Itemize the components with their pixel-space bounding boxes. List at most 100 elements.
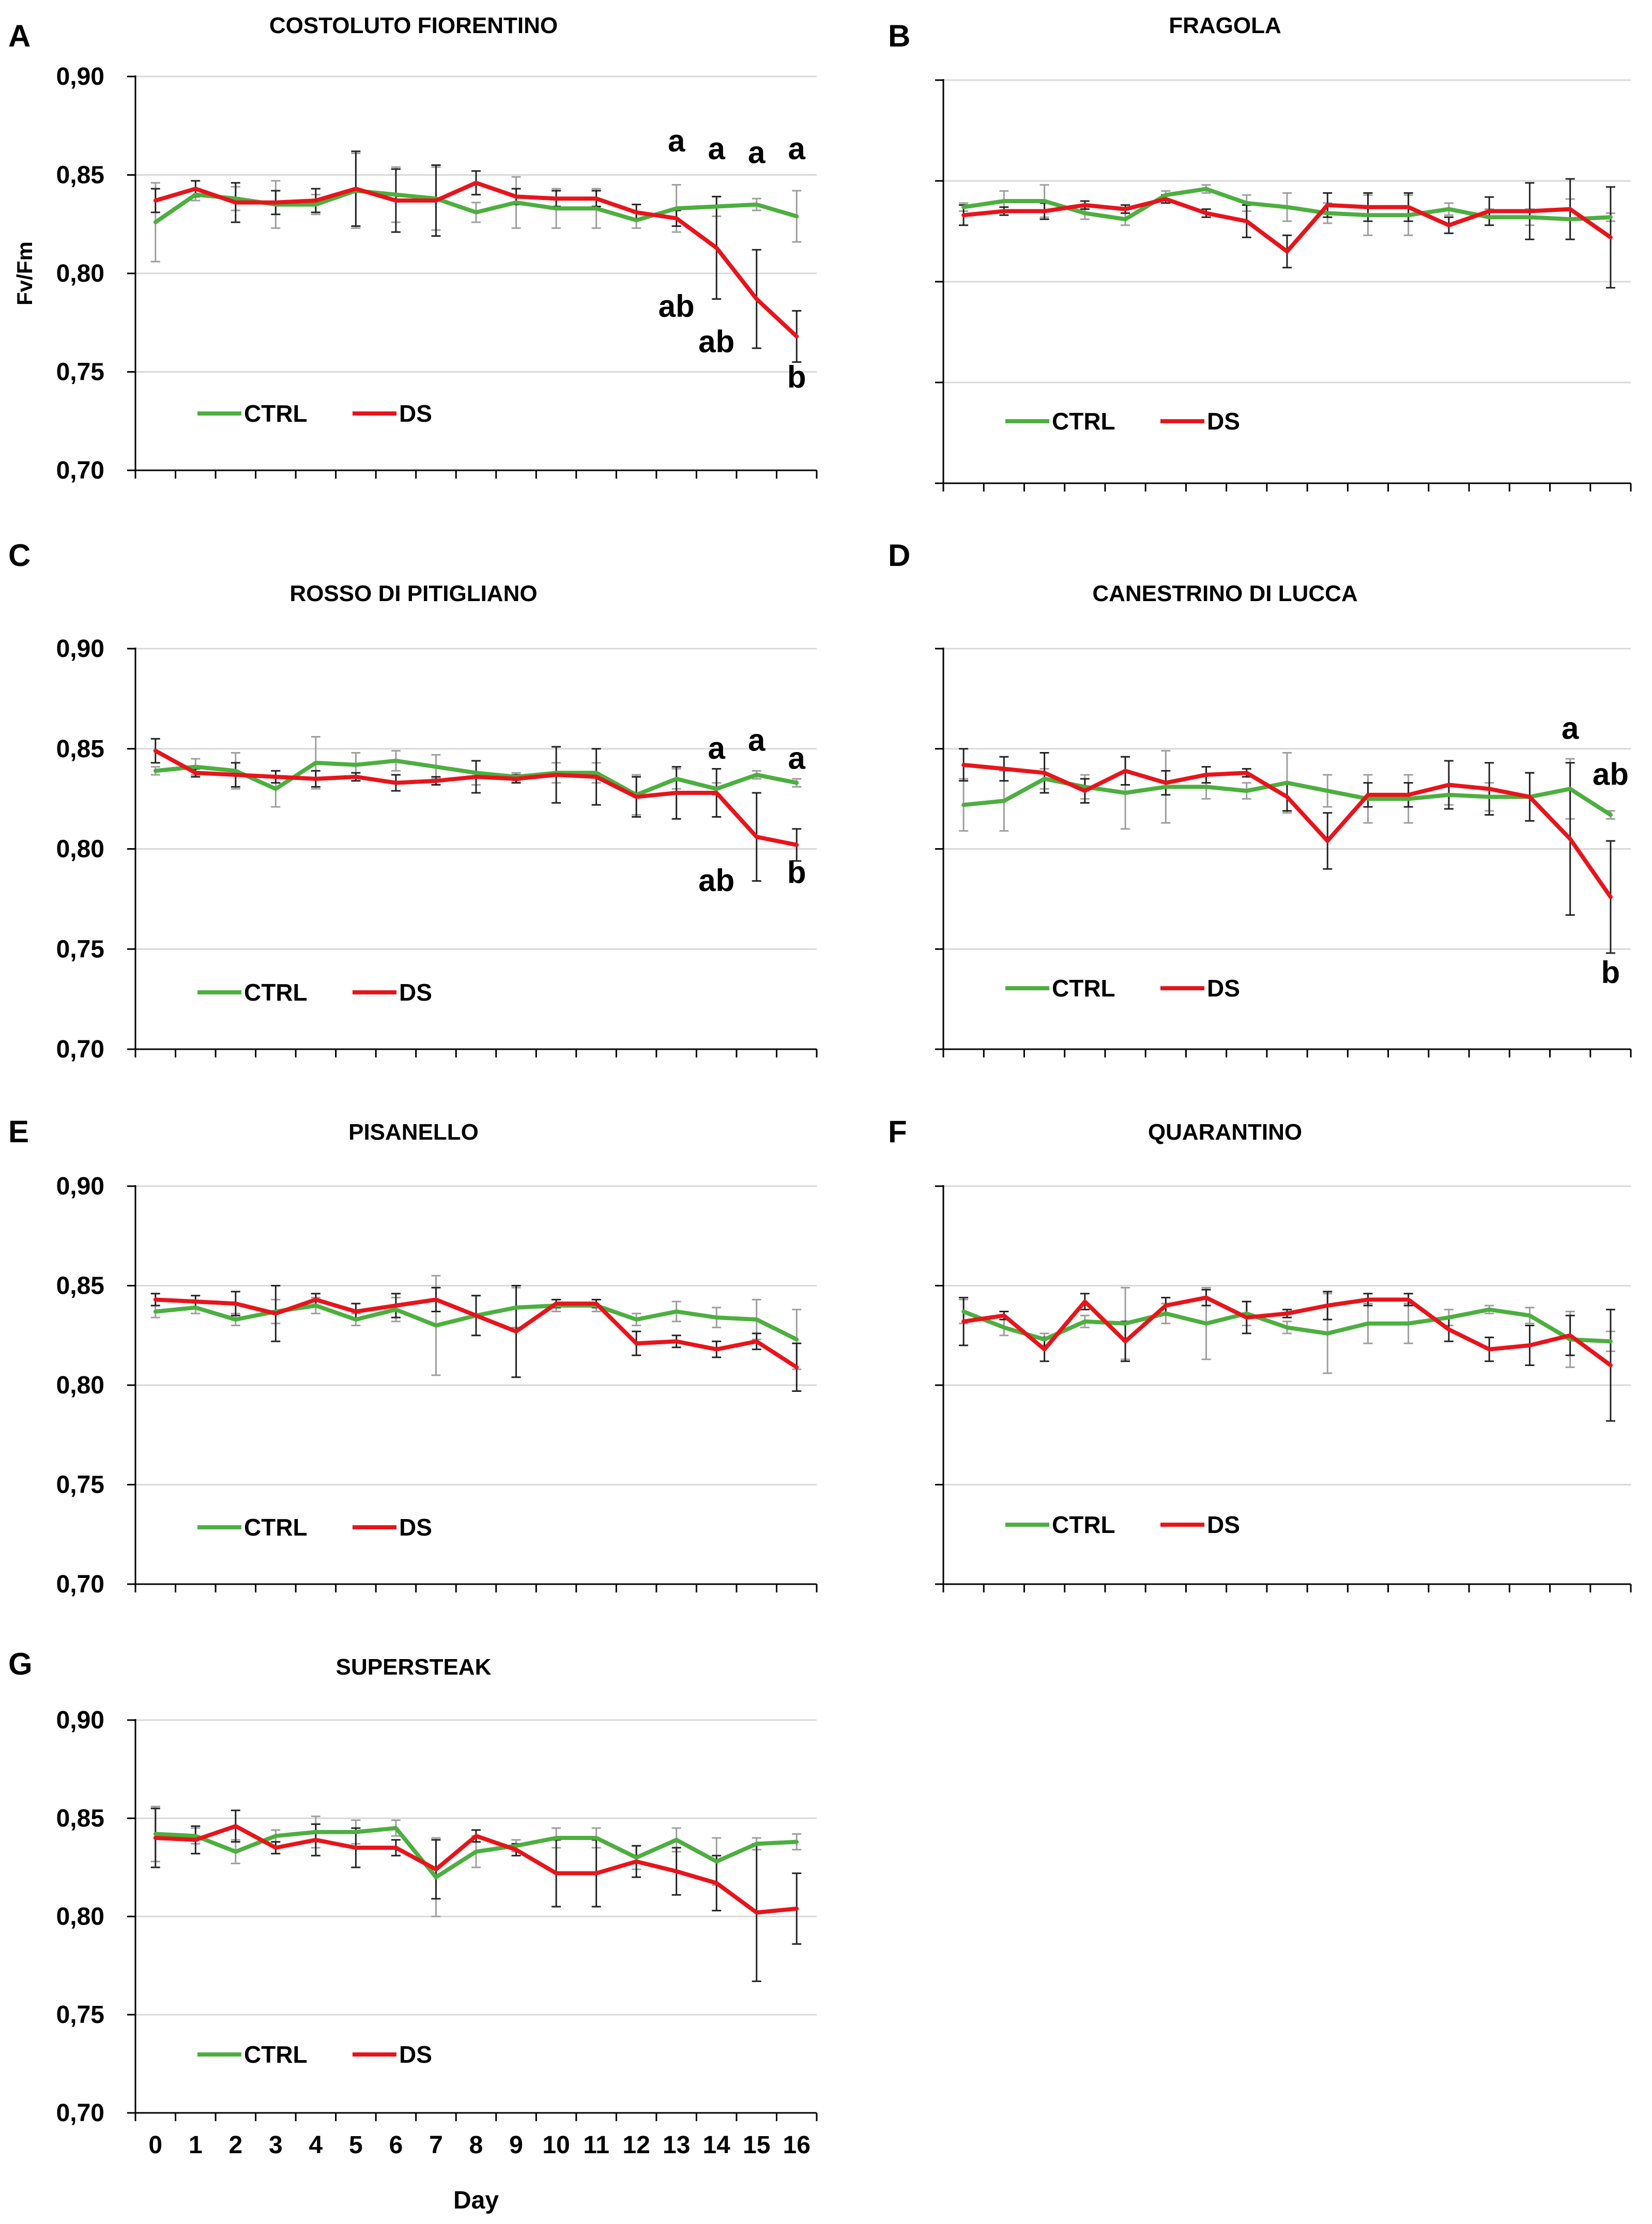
x-tick-label: 10 xyxy=(542,2131,570,2159)
legend-label-ctrl: CTRL xyxy=(244,1514,308,1541)
x-tick-label: 4 xyxy=(309,2131,323,2159)
series-line-ds xyxy=(961,197,1613,254)
chart-panel-e: E PISANELLO 0,70 0,75 0,80 0,85 0,90 CTRL DS xyxy=(8,1114,818,1598)
chart-panel-c: C ROSSO DI PITIGLIANO 0,70 0,75 0,80 0,85 0,90… xyxy=(8,538,818,1063)
x-tick-label: 2 xyxy=(228,2131,242,2159)
legend-label-ctrl: CTRL xyxy=(244,2041,308,2068)
x-tick-label: 12 xyxy=(622,2131,650,2159)
series-ctrl xyxy=(150,1805,802,1918)
significance-letter: ab xyxy=(698,863,735,898)
y-tick-label: 0,80 xyxy=(56,1903,104,1930)
significance-letter: b xyxy=(787,360,806,394)
y-tick-label: 0,75 xyxy=(56,359,104,386)
x-tick-label: 6 xyxy=(389,2131,403,2159)
chart-title: COSTOLUTO FIORENTINO xyxy=(269,13,558,38)
significance-letter: a xyxy=(788,131,806,166)
x-tick-label: 15 xyxy=(743,2131,770,2159)
y-tick-label: 0,90 xyxy=(56,635,104,663)
significance-letter: b xyxy=(1601,955,1620,990)
y-tick-label: 0,80 xyxy=(56,1372,104,1399)
y-tick-label: 0,70 xyxy=(56,1571,104,1598)
y-tick-label: 0,80 xyxy=(56,836,104,863)
legend-label-ctrl: CTRL xyxy=(1052,1511,1115,1538)
panel-label: B xyxy=(888,19,910,53)
y-tick-label: 0,90 xyxy=(56,1173,104,1200)
chart-title: FRAGOLA xyxy=(1169,13,1281,38)
y-tick-label: 0,85 xyxy=(56,162,104,189)
y-tick-label: 0,70 xyxy=(56,457,104,484)
legend-label-ctrl: CTRL xyxy=(244,979,308,1006)
significance-letter: a xyxy=(708,731,725,765)
legend-label-ds: DS xyxy=(1207,975,1240,1002)
series-ds xyxy=(150,738,802,882)
y-tick-label: 0,85 xyxy=(56,1272,104,1300)
y-tick-label: 0,80 xyxy=(56,260,104,287)
x-tick-label: 13 xyxy=(663,2131,690,2159)
legend-label-ds: DS xyxy=(399,979,432,1006)
legend-label-ds: DS xyxy=(399,2041,432,2068)
y-tick-label: 0,90 xyxy=(56,1707,104,1734)
significance-letter: a xyxy=(788,741,806,776)
panel-label: C xyxy=(8,538,30,573)
significance-letter: a xyxy=(708,131,725,166)
chart-title: CANESTRINO DI LUCCA xyxy=(1092,581,1357,606)
significance-letter: ab xyxy=(659,289,695,324)
x-axis-label: Day xyxy=(453,2187,499,2214)
series-line-ds xyxy=(153,1824,799,1915)
legend-label-ds: DS xyxy=(1207,408,1240,435)
chart-panel-b: B FRAGOLA CTRL DS xyxy=(888,13,1632,492)
x-tick-label: 9 xyxy=(509,2131,523,2159)
chart-title: PISANELLO xyxy=(348,1119,479,1145)
y-tick-label: 0,85 xyxy=(56,735,104,763)
panel-label: D xyxy=(888,538,910,573)
x-tick-label: 14 xyxy=(702,2131,730,2159)
legend-label-ds: DS xyxy=(1207,1511,1240,1538)
x-tick-label: 8 xyxy=(469,2131,483,2159)
series-line-ds xyxy=(153,1297,799,1370)
series-line-ds xyxy=(961,1295,1613,1368)
x-tick-label: 1 xyxy=(189,2131,203,2159)
series-line-ctrl xyxy=(961,1307,1613,1344)
y-tick-label: 0,70 xyxy=(56,2099,104,2127)
x-tick-label: 11 xyxy=(583,2131,609,2159)
y-tick-label: 0,75 xyxy=(56,935,104,963)
y-tick-label: 0,90 xyxy=(56,63,104,90)
x-tick-label: 16 xyxy=(783,2131,810,2159)
y-axis-label: Fv/Fm xyxy=(12,241,37,305)
chart-title: SUPERSTEAK xyxy=(336,1654,492,1680)
significance-letter: ab xyxy=(698,324,735,359)
series-ds xyxy=(959,1289,1615,1422)
series-line-ds xyxy=(153,180,799,339)
series-ctrl xyxy=(959,1286,1615,1374)
series-line-ds xyxy=(961,762,1613,899)
panel-label: E xyxy=(8,1114,29,1149)
significance-letter: ab xyxy=(1593,757,1629,792)
significance-letter: a xyxy=(748,135,766,170)
x-tick-label: 0 xyxy=(148,2131,162,2159)
chart-title: QUARANTINO xyxy=(1148,1119,1302,1145)
chart-panel-a: A COSTOLUTO FIORENTINO 0,70 0,75 0,80 0,85 0,9… xyxy=(8,13,818,484)
x-tick-label: 7 xyxy=(429,2131,443,2159)
series-line-ctrl xyxy=(153,759,799,797)
legend-label-ctrl: CTRL xyxy=(1052,408,1115,435)
series-ds xyxy=(150,1285,802,1392)
legend-label-ds: DS xyxy=(399,1514,432,1541)
y-tick-label: 0,75 xyxy=(56,2001,104,2029)
panel-label: A xyxy=(8,19,30,53)
y-tick-label: 0,75 xyxy=(56,1471,104,1499)
chart-panel-f: F QUARANTINO CTRL DS xyxy=(888,1114,1632,1592)
significance-letter: b xyxy=(787,855,806,889)
y-tick-label: 0,70 xyxy=(56,1036,104,1063)
panel-label: F xyxy=(888,1114,907,1149)
legend-label-ctrl: CTRL xyxy=(1052,975,1115,1002)
significance-letter: a xyxy=(668,124,685,158)
x-tick-label: 5 xyxy=(349,2131,363,2159)
y-tick-label: 0,85 xyxy=(56,1805,104,1832)
panel-label: G xyxy=(8,1647,33,1681)
chart-title: ROSSO DI PITIGLIANO xyxy=(289,581,537,606)
x-tick-label: 3 xyxy=(269,2131,283,2159)
chart-panel-d: D CANESTRINO DI LUCCA CTRL DS aab b xyxy=(888,538,1632,1057)
significance-letter: a xyxy=(748,723,766,758)
